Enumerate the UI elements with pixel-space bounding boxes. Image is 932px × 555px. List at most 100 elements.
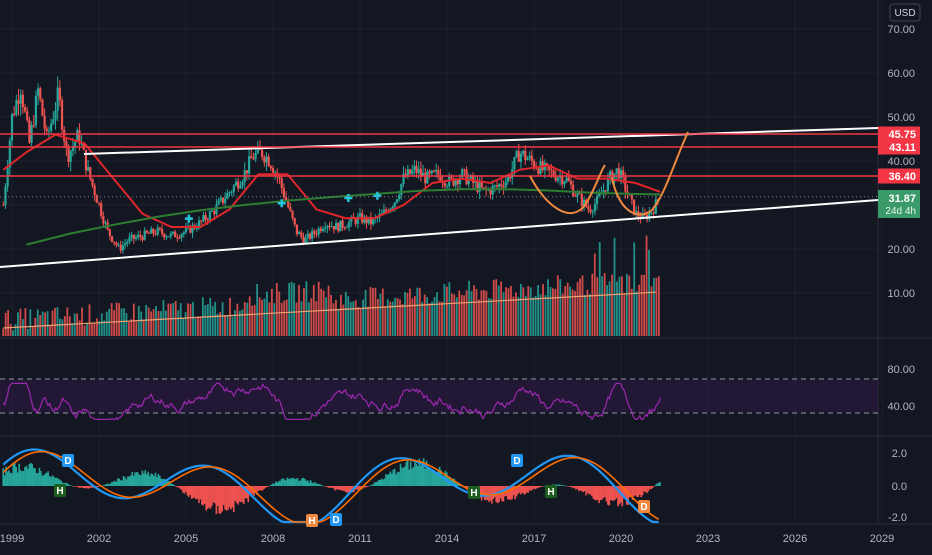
macd-histogram-bar [140, 474, 142, 486]
volume-bar [236, 303, 239, 336]
candle-body [328, 226, 331, 228]
volume-bar [29, 309, 32, 336]
macd-pane[interactable]: D H D H D H H D [2, 448, 661, 528]
currency-badge[interactable]: USD [889, 3, 921, 22]
volume-bar [653, 278, 655, 336]
macd-histogram-bar [528, 486, 531, 491]
macd-histogram-bar [74, 486, 77, 487]
macd-histogram-bar [218, 486, 221, 514]
macd-histogram-bar [58, 479, 61, 486]
volume-bar [569, 286, 572, 336]
volume-bar [564, 286, 567, 336]
macd-histogram-bar [201, 486, 203, 505]
macd-histogram-bar [3, 475, 6, 486]
volume-bar [372, 288, 374, 336]
level-price-badge: 45.75 [878, 126, 920, 142]
time-tick-label: 2014 [435, 533, 459, 545]
macd-histogram-bar [417, 466, 419, 486]
macd-histogram-bar [166, 479, 168, 486]
candle-body [339, 220, 342, 232]
currency-badge-box[interactable] [889, 3, 921, 22]
macd-histogram-bar [347, 486, 350, 493]
macd-marker-box [545, 485, 557, 498]
candle-body [385, 209, 388, 211]
macd-histogram-bar [73, 486, 76, 487]
volume-bar [655, 277, 658, 336]
macd-histogram-bar [111, 481, 113, 486]
volume-bar [623, 293, 626, 336]
candle-body [204, 215, 207, 220]
macd-histogram-bar [414, 462, 416, 486]
moving-average-red [2, 133, 661, 228]
macd-histogram-bar [116, 478, 119, 486]
macd-histogram-bar [521, 486, 524, 493]
volume-bar [512, 296, 515, 336]
candle-body [428, 171, 431, 174]
candle-body [498, 184, 501, 187]
macd-histogram-bar [396, 471, 399, 486]
volume-bar [2, 328, 5, 336]
macd-histogram-bar [441, 475, 444, 486]
candle-body [426, 171, 429, 184]
candle-body [430, 170, 433, 174]
macd-histogram-bar [293, 479, 296, 486]
volume-bar [436, 292, 438, 336]
candle-body [635, 211, 638, 215]
volume-bar [492, 279, 495, 336]
volume-bar [120, 308, 123, 336]
macd-histogram-bar [237, 486, 239, 505]
volume-bar [411, 298, 414, 336]
macd-histogram-bar [279, 480, 281, 486]
macd-histogram-bar [192, 486, 194, 498]
price-tick-label: 40.00 [887, 156, 915, 168]
macd-histogram-bar [87, 486, 90, 489]
volume-bar [426, 297, 429, 336]
volume-bar [409, 288, 411, 336]
volume-bar [167, 303, 170, 336]
volume-bar [613, 237, 616, 336]
macd-histogram-bar [259, 486, 261, 491]
macd-histogram-bar [627, 486, 629, 505]
macd-histogram-bar [159, 475, 161, 486]
candle-body [274, 172, 277, 174]
candle-body [391, 207, 394, 209]
macd-histogram-bar [527, 486, 529, 493]
candle-body [178, 237, 181, 239]
candle-body [115, 242, 118, 246]
candle-body [545, 163, 549, 166]
macd-histogram-bar [582, 486, 584, 493]
candle-body [23, 107, 27, 112]
volume-bar [288, 283, 291, 336]
currency-badge-label: USD [894, 8, 915, 19]
macd-tick-label: -2.0 [888, 512, 907, 524]
price-pane[interactable] [0, 76, 879, 268]
macd-marker-label: H [56, 486, 63, 497]
candle-body [152, 228, 155, 234]
macd-histogram-bar [420, 465, 422, 486]
macd-histogram-bar [37, 473, 39, 486]
candle-body [128, 237, 131, 242]
volume-bar [362, 299, 364, 336]
volume-bar [389, 301, 392, 336]
macd-histogram-bar [208, 486, 210, 508]
macd-histogram-bar [134, 472, 136, 486]
volume-bar [468, 280, 470, 336]
macd-histogram-bar [328, 486, 331, 489]
macd-marker-label: D [513, 456, 520, 467]
volume-bar [344, 291, 347, 336]
macd-histogram-bar [586, 486, 589, 493]
macd-histogram-bar [504, 486, 506, 497]
macd-histogram-bar [132, 475, 135, 486]
macd-marker: H [468, 486, 480, 499]
macd-histogram-bar [247, 486, 250, 503]
candle-body [311, 230, 314, 239]
rsi-pane[interactable] [0, 378, 878, 421]
macd-histogram-bar [60, 480, 62, 486]
level-price-badge-label: 45.75 [888, 129, 916, 141]
volume-bar [593, 253, 596, 336]
candle-body [124, 243, 127, 246]
candle-body [615, 168, 618, 174]
candle-body [119, 244, 122, 251]
